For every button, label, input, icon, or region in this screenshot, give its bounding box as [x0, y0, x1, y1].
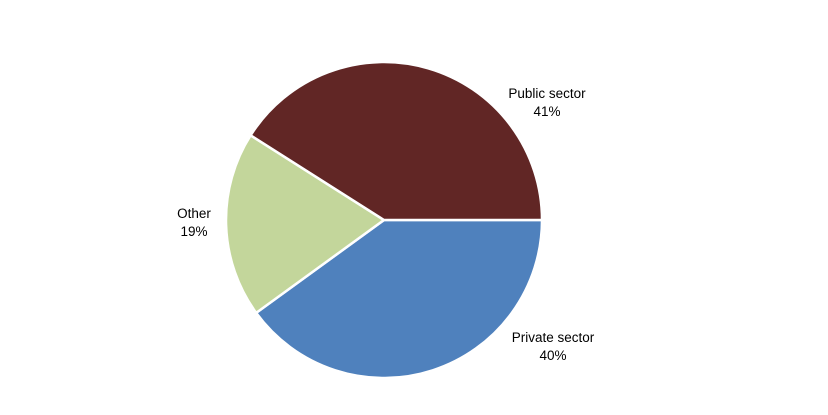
slice-percent: 19% — [180, 224, 208, 239]
pie-slice-other — [224, 134, 386, 315]
slice-name: Public sector — [508, 86, 586, 101]
slice-name: Private sector — [511, 330, 595, 345]
slice-label-other: Other 19% — [134, 205, 254, 241]
slice-label-public-sector: Public sector 41% — [477, 85, 617, 121]
slice-percent: 40% — [539, 348, 567, 363]
slice-percent: 41% — [533, 104, 561, 119]
pie-slice-public-sector — [249, 60, 544, 222]
slice-label-private-sector: Private sector 40% — [483, 329, 623, 365]
pie-slice-private-sector — [254, 218, 544, 380]
slice-name: Other — [177, 206, 211, 221]
